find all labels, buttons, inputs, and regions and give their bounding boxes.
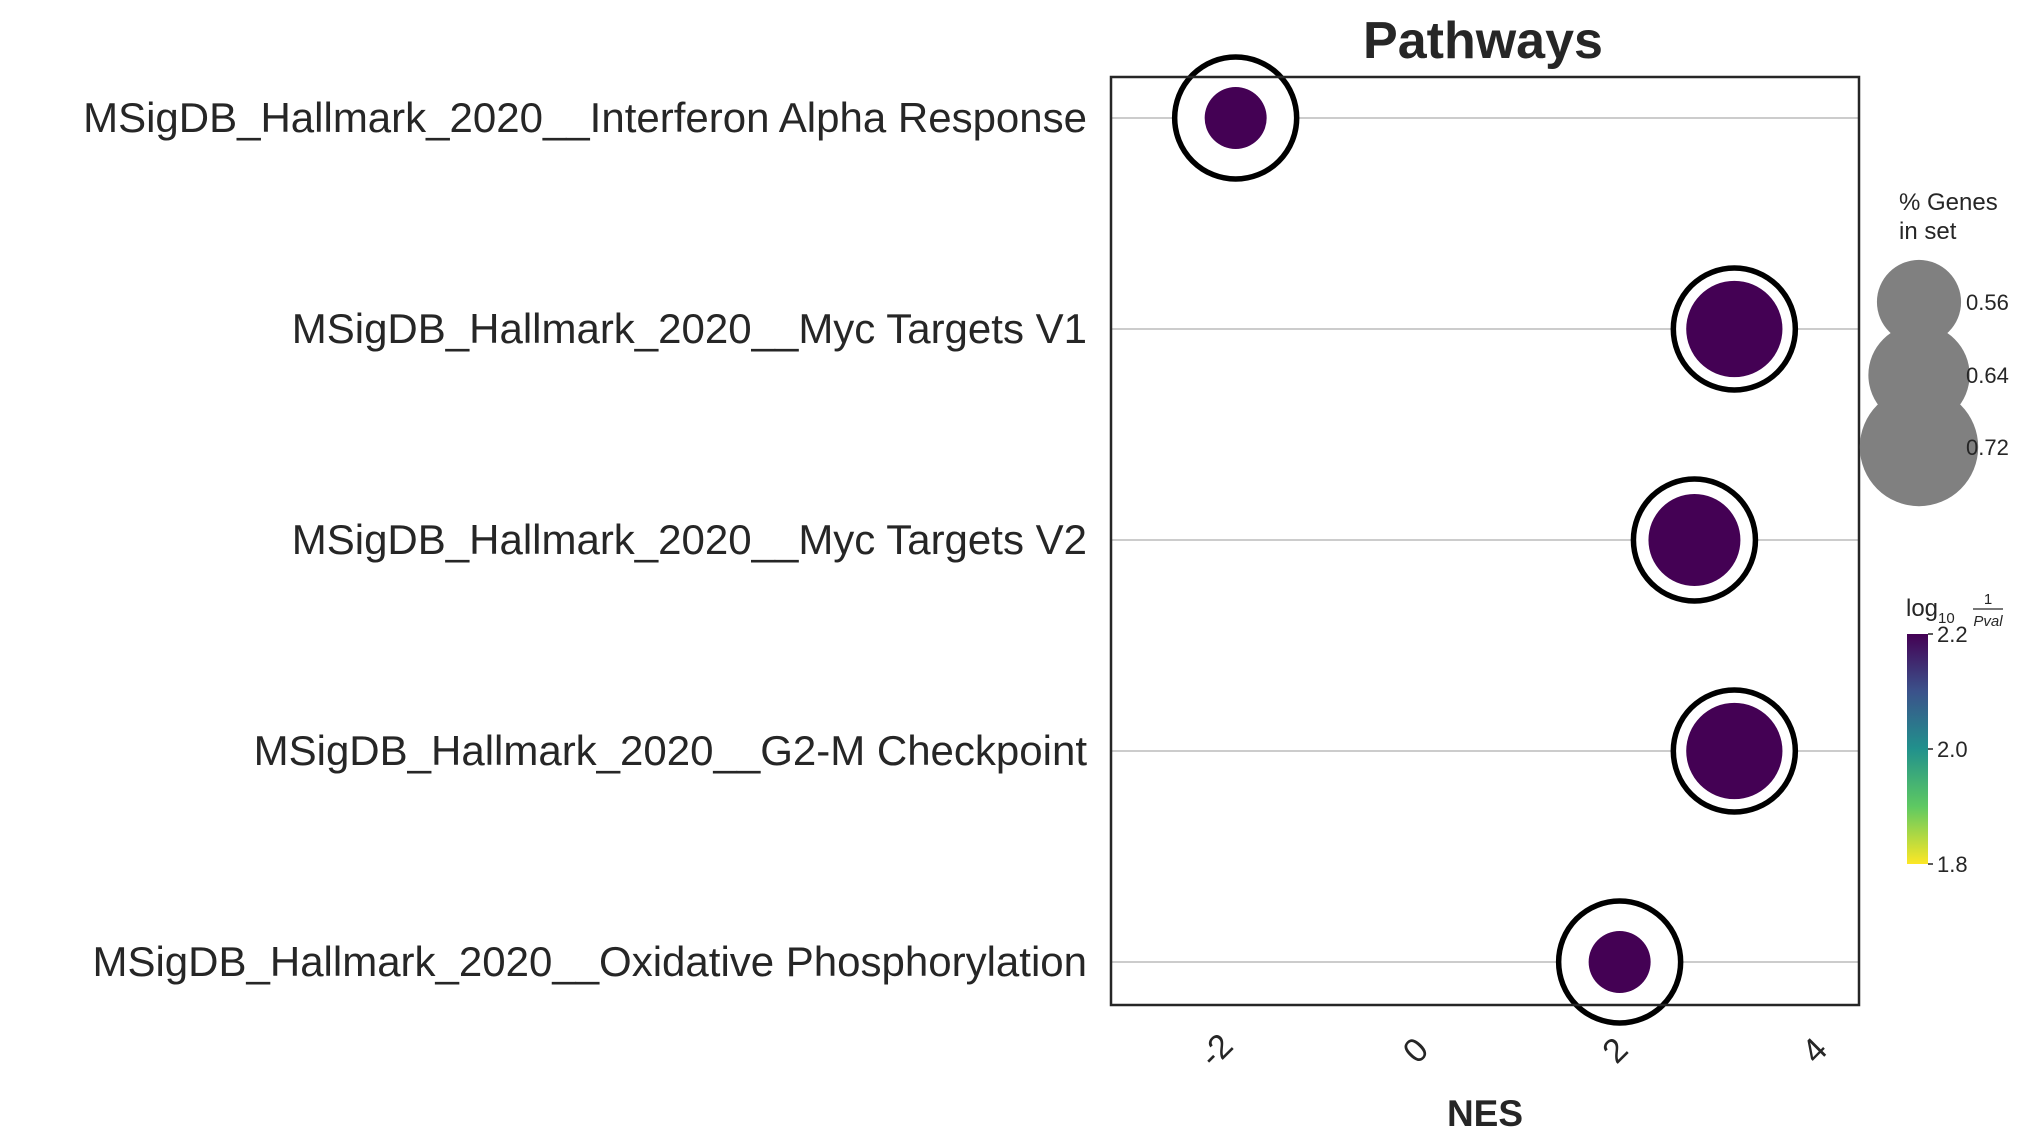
size-legend-title-line2: in set xyxy=(1899,218,1957,245)
y-tick-label: MSigDB_Hallmark_2020__Myc Targets V2 xyxy=(292,516,1087,563)
point-dot xyxy=(1648,494,1741,586)
color-legend-frac-numerator: 1 xyxy=(1984,591,1992,608)
data-point xyxy=(1171,54,1300,182)
color-legend: log10 1 Pval 2.2 2.0 1.8 xyxy=(1906,591,2003,877)
plot-frame xyxy=(1109,75,1861,1007)
size-legend-circle xyxy=(1859,387,1979,507)
data-point xyxy=(1555,898,1684,1026)
data-point xyxy=(1670,265,1799,393)
x-tick-label: 0 xyxy=(1396,1031,1436,1071)
x-axis-ticks: -2 0 2 4 xyxy=(1192,1027,1835,1075)
point-dot xyxy=(1686,702,1783,800)
y-tick-label: MSigDB_Hallmark_2020__Oxidative Phosphor… xyxy=(92,938,1087,985)
size-legend-title-line1: % Genes xyxy=(1899,189,1998,216)
markers xyxy=(1171,54,1799,1026)
y-tick-label: MSigDB_Hallmark_2020__Interferon Alpha R… xyxy=(83,94,1087,141)
point-dot xyxy=(1686,280,1783,378)
color-legend-title-log: log xyxy=(1906,595,1938,622)
color-legend-title-base: 10 xyxy=(1938,610,1955,627)
y-tick-label: MSigDB_Hallmark_2020__G2-M Checkpoint xyxy=(254,727,1088,774)
data-point xyxy=(1670,687,1799,815)
colorbar xyxy=(1907,634,1928,864)
y-tick-label: MSigDB_Hallmark_2020__Myc Targets V1 xyxy=(292,305,1087,352)
x-tick-label: 4 xyxy=(1795,1031,1835,1071)
size-legend-circle xyxy=(1876,259,1962,345)
size-legend-items: 0.56 0.64 0.72 xyxy=(1859,259,2009,507)
size-legend-label: 0.72 xyxy=(1966,435,2009,460)
colorbar-tick-label: 1.8 xyxy=(1937,852,1968,877)
size-legend-label: 0.64 xyxy=(1966,363,2009,388)
size-legend: % Genes in set 0.56 0.64 0.72 xyxy=(1859,189,2009,507)
point-dot xyxy=(1588,931,1651,993)
x-axis-label: NES xyxy=(1447,1093,1523,1134)
color-legend-frac-denominator: Pval xyxy=(1973,613,2003,630)
color-legend-title: log10 xyxy=(1906,595,1955,627)
point-dot xyxy=(1204,87,1267,149)
colorbar-tick-label: 2.0 xyxy=(1937,737,1968,762)
chart-title: Pathways xyxy=(1363,12,1603,70)
data-point xyxy=(1630,476,1759,604)
x-tick-label: 2 xyxy=(1595,1031,1635,1071)
colorbar-ticks: 2.2 2.0 1.8 xyxy=(1928,622,1968,877)
size-legend-label: 0.56 xyxy=(1966,290,2009,315)
x-tick-label: -2 xyxy=(1192,1027,1240,1075)
y-axis-labels: MSigDB_Hallmark_2020__Interferon Alpha R… xyxy=(83,94,1087,985)
colorbar-tick-label: 2.2 xyxy=(1937,622,1968,647)
